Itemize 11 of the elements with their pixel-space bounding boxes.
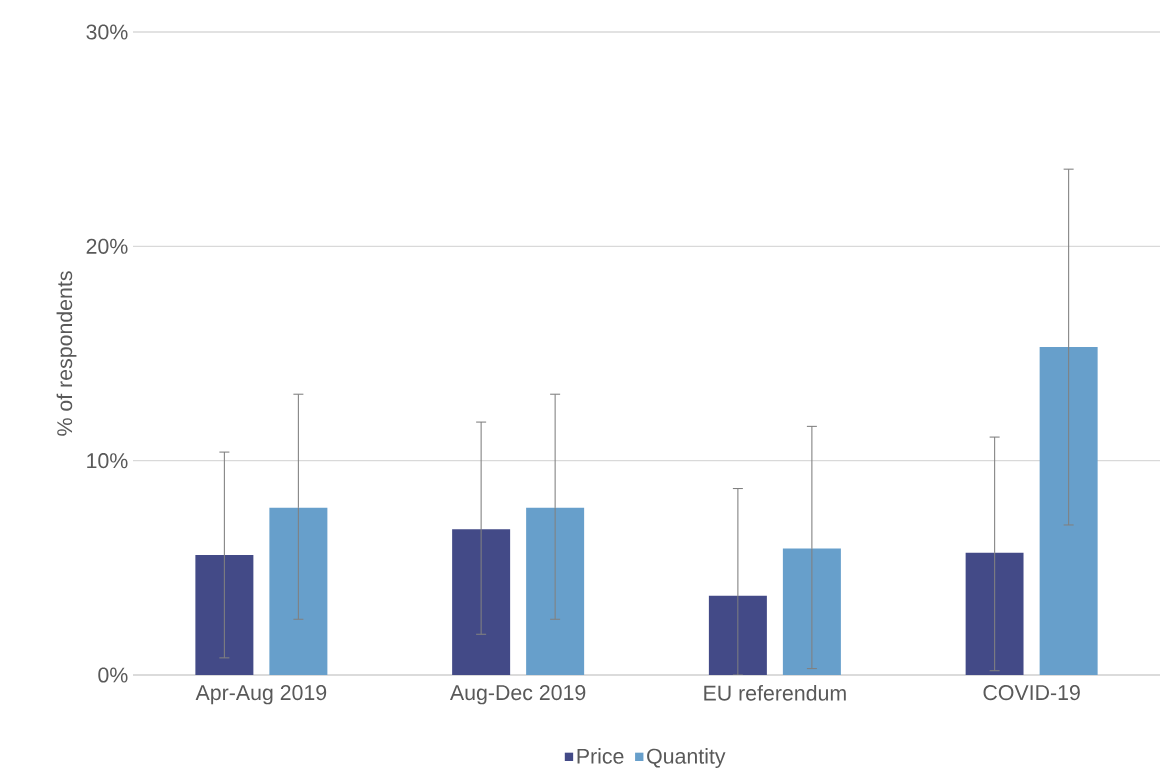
x-tick-label: Aug-Dec 2019	[449, 685, 586, 705]
y-tick-label: 10%	[87, 453, 128, 469]
x-tick-label: COVID-19	[983, 685, 1080, 701]
legend-label: Quantity	[647, 748, 726, 768]
y-tick-label: 20%	[86, 238, 128, 254]
y-tick-label: 0%	[98, 667, 128, 683]
x-tick-label: EU referendum	[704, 685, 846, 701]
y-tick-label: 30%	[86, 24, 128, 40]
y-axis-title: % of respondents	[56, 271, 77, 436]
legend-label: Price	[577, 748, 624, 764]
x-tick-label: Apr-Aug 2019	[195, 685, 327, 705]
